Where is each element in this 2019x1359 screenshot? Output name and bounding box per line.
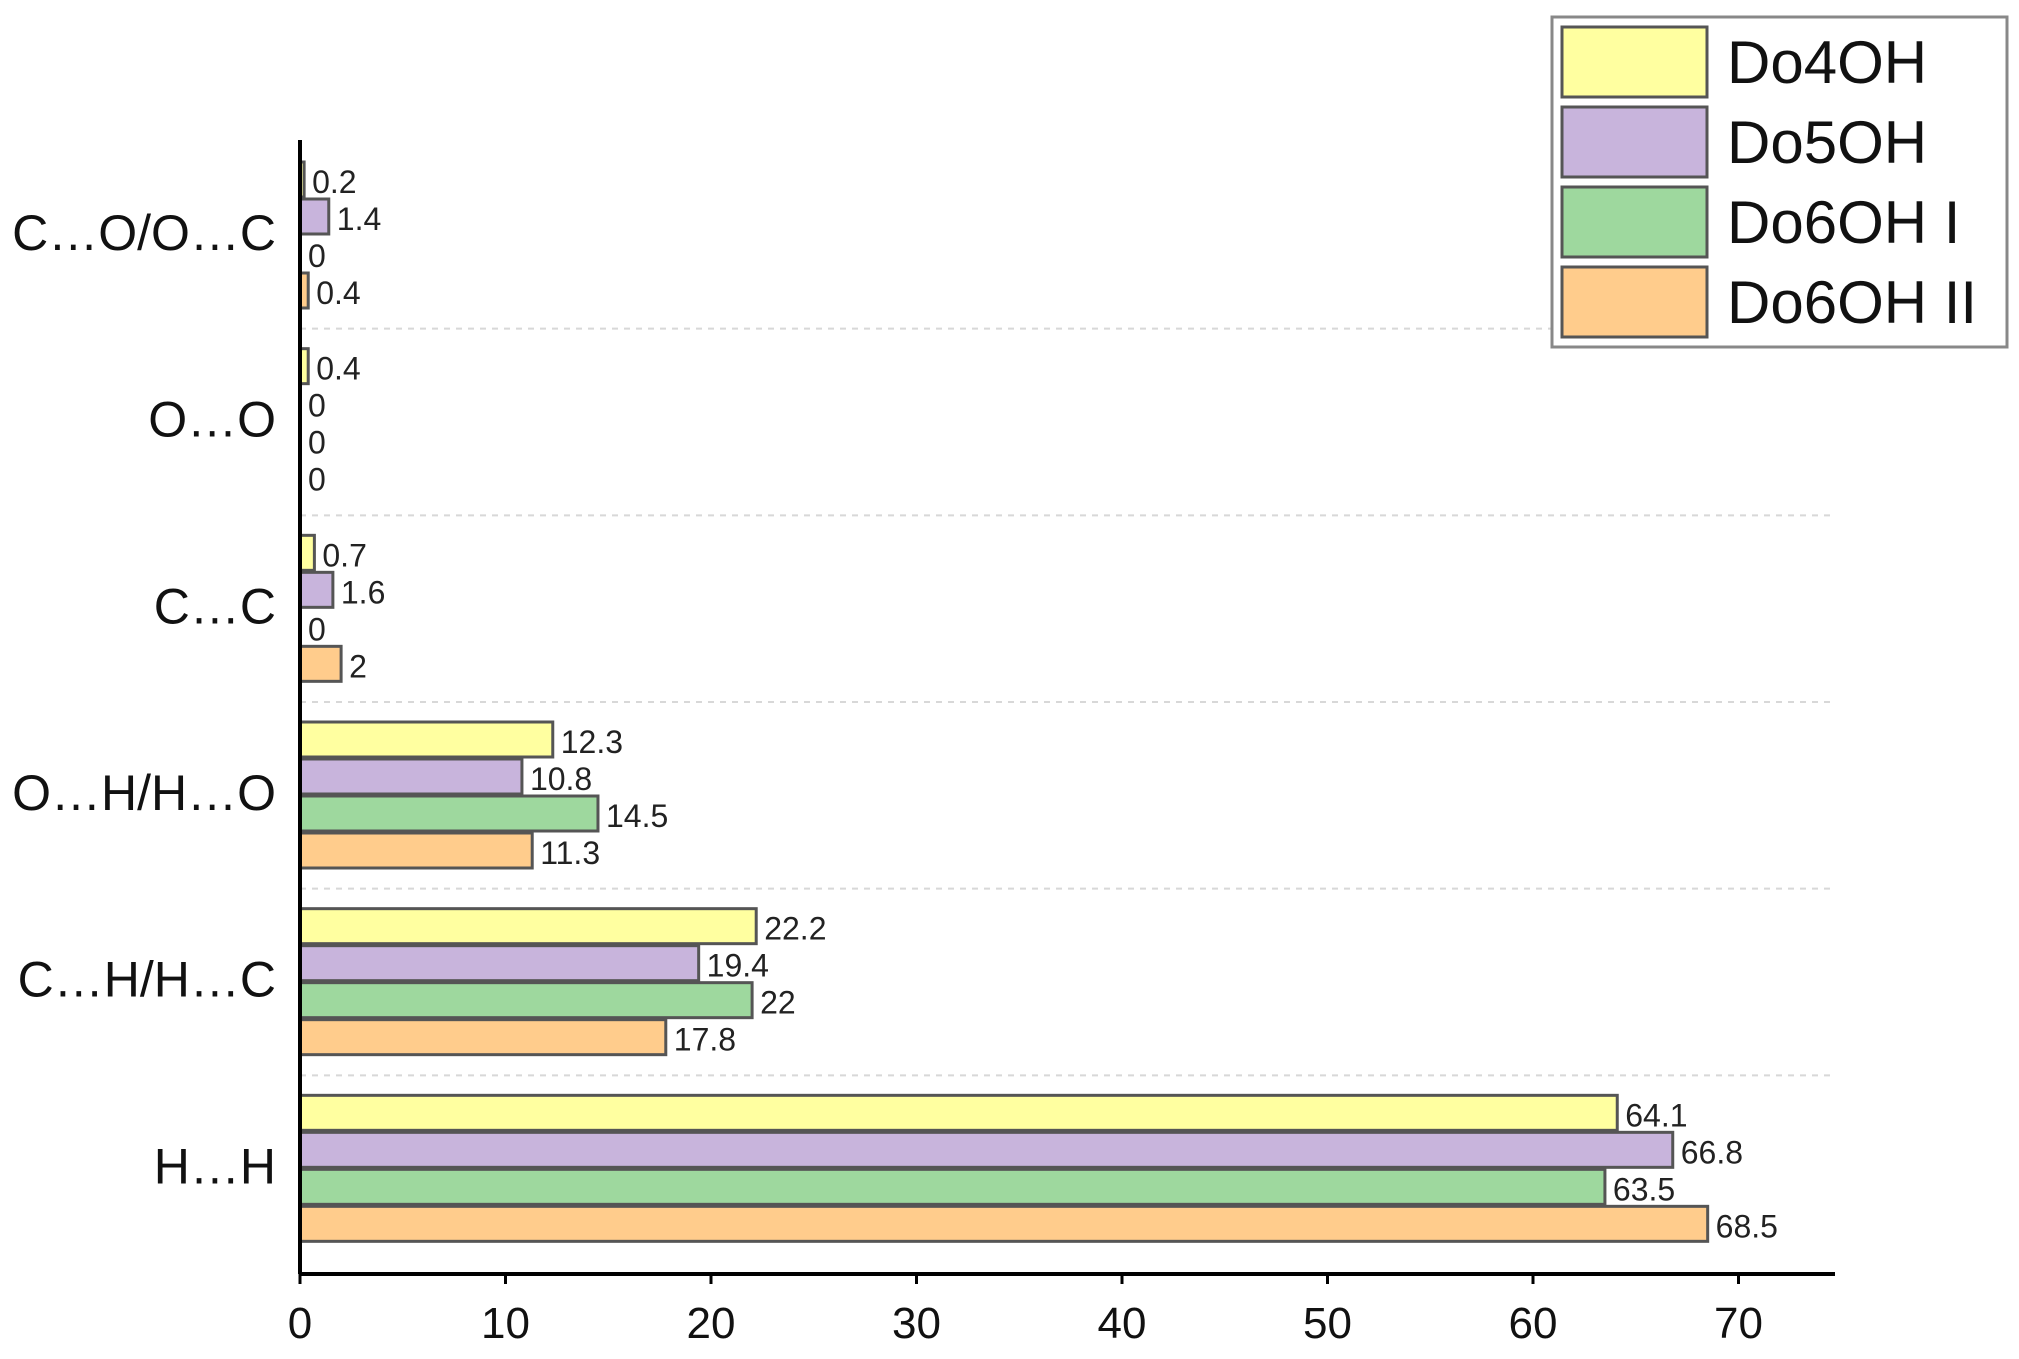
x-tick-label: 50 xyxy=(1303,1299,1352,1348)
x-tick-label: 60 xyxy=(1509,1299,1558,1348)
bar-do4oh xyxy=(298,1093,1619,1132)
bar-do6oh-i xyxy=(298,981,754,1020)
legend-swatch xyxy=(1560,25,1709,99)
legend-label: Do4OH xyxy=(1727,29,1927,96)
data-label: 17.8 xyxy=(674,1022,736,1058)
bar-do6oh-i xyxy=(298,1167,1607,1206)
data-label: 64.1 xyxy=(1625,1097,1687,1133)
data-label: 68.5 xyxy=(1716,1208,1778,1244)
bar-do5oh xyxy=(298,757,524,796)
category-label: C…C xyxy=(154,578,276,634)
bar-do5oh xyxy=(298,1130,1675,1169)
data-label: 0.4 xyxy=(316,351,360,387)
legend-label: Do6OH I xyxy=(1727,189,1960,256)
bar-do5oh xyxy=(298,197,331,236)
data-label: 2 xyxy=(349,648,367,684)
data-label: 0 xyxy=(308,388,326,424)
data-label: 0 xyxy=(308,238,326,274)
data-label: 19.4 xyxy=(707,948,769,984)
category-label: O…H/H…O xyxy=(12,765,276,821)
data-label: 14.5 xyxy=(606,798,668,834)
data-label: 1.6 xyxy=(341,574,385,610)
data-label: 10.8 xyxy=(530,761,592,797)
legend-label: Do5OH xyxy=(1727,109,1927,176)
bar-do6oh-ii xyxy=(298,1018,668,1057)
legend-label: Do6OH II xyxy=(1727,269,1977,336)
legend: Do4OH Do5OH Do6OH I Do6OH II xyxy=(1550,15,2009,349)
bar-do6oh-ii xyxy=(298,1204,1710,1243)
bars: 0.21.400.40.40000.71.60212.310.814.511.3… xyxy=(298,160,1778,1244)
category-label: O…O xyxy=(148,392,276,448)
bar-do4oh xyxy=(298,720,555,759)
data-label: 66.8 xyxy=(1681,1134,1743,1170)
category-label: H…H xyxy=(154,1138,276,1194)
legend-swatch xyxy=(1560,185,1709,259)
data-label: 1.4 xyxy=(337,201,381,237)
data-label: 11.3 xyxy=(540,835,600,871)
bar-do5oh xyxy=(298,944,701,983)
category-label: C…H/H…C xyxy=(18,952,276,1008)
bar-do6oh-i xyxy=(298,794,600,833)
x-tick-label: 30 xyxy=(892,1299,941,1348)
x-tick-label: 40 xyxy=(1098,1299,1147,1348)
bar-do6oh-ii xyxy=(298,831,534,870)
data-label: 22.2 xyxy=(764,911,826,947)
x-tick-label: 10 xyxy=(481,1299,530,1348)
bar-do5oh xyxy=(298,570,335,609)
bar-do4oh xyxy=(298,907,758,946)
data-label: 22 xyxy=(760,985,796,1021)
x-tick-label: 20 xyxy=(687,1299,736,1348)
data-label: 0.2 xyxy=(312,164,356,200)
x-tick-label: 70 xyxy=(1714,1299,1763,1348)
data-label: 0 xyxy=(308,611,326,647)
axes: C…O/O…CO…OC…CO…H/H…OC…H/H…CH…H0 10 20 30 40 5… xyxy=(12,140,1835,1348)
data-label: 0.4 xyxy=(316,275,360,311)
data-label: 0 xyxy=(308,462,326,498)
legend-swatch xyxy=(1560,105,1709,179)
data-label: 0.7 xyxy=(322,537,366,573)
legend-swatch xyxy=(1560,265,1709,339)
data-label: 12.3 xyxy=(561,724,623,760)
bar-do6oh-ii xyxy=(298,644,343,683)
bar-do4oh xyxy=(298,533,316,572)
category-label: C…O/O…C xyxy=(12,205,276,261)
x-tick-label: 0 xyxy=(288,1299,312,1348)
data-label: 0 xyxy=(308,425,326,461)
data-label: 63.5 xyxy=(1613,1171,1675,1207)
